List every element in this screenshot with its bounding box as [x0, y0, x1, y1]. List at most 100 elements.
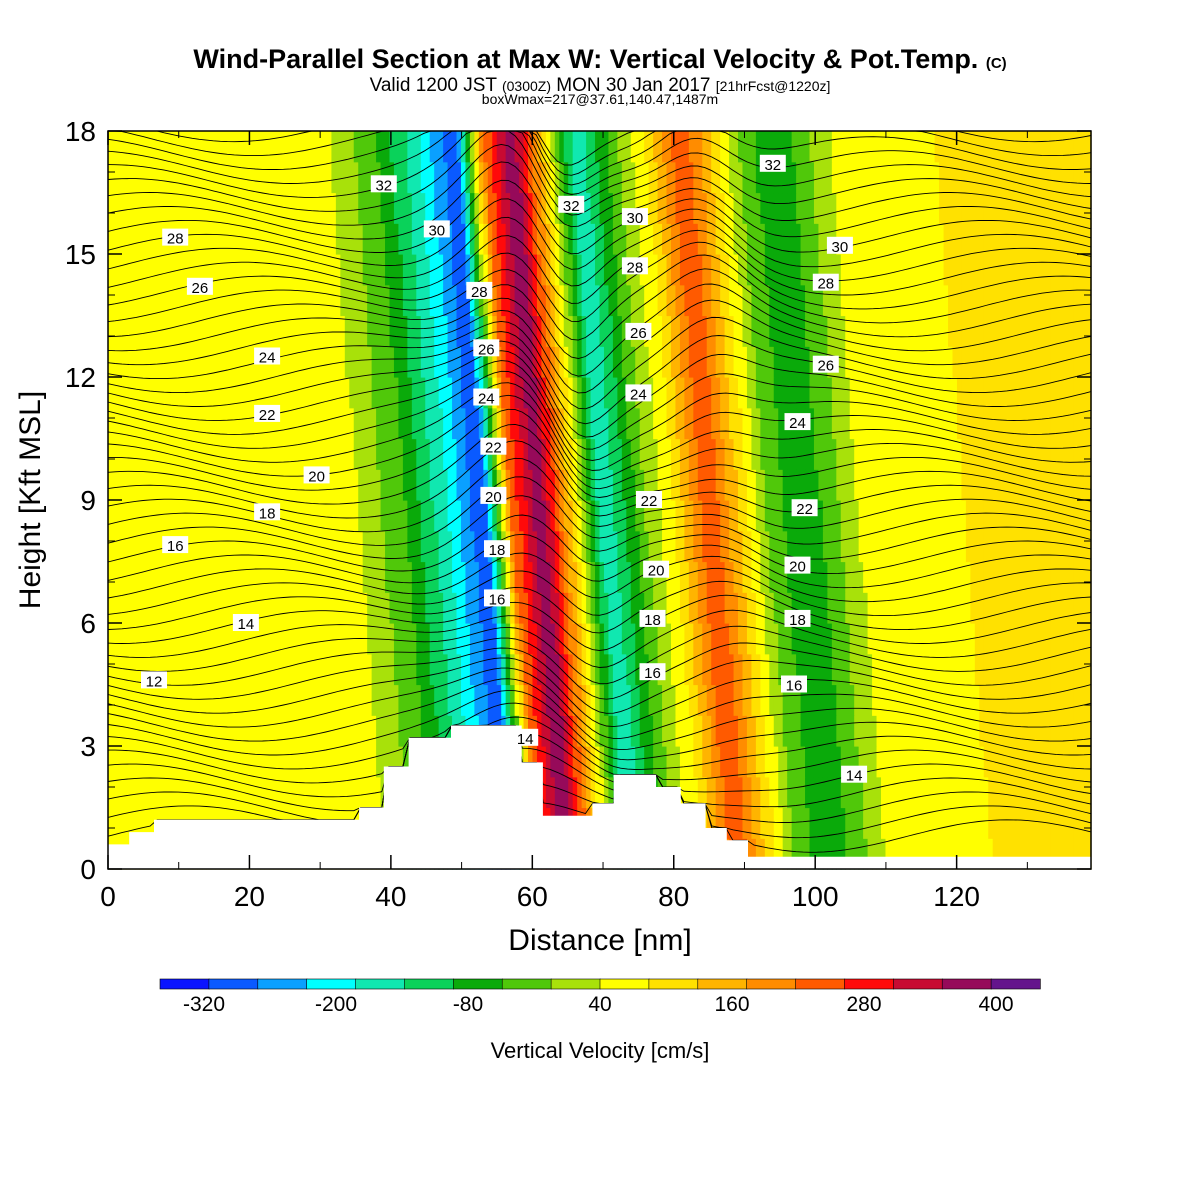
field-cell: [1055, 315, 1061, 347]
field-cell: [452, 315, 458, 347]
field-cell: [1015, 377, 1021, 409]
field-cell: [318, 377, 324, 409]
field-cell: [854, 315, 860, 347]
field-cell: [429, 346, 435, 378]
field-cell: [590, 407, 596, 440]
field-cell: [201, 623, 207, 655]
field-cell: [635, 284, 641, 317]
field-cell: [264, 623, 270, 655]
field-cell: [612, 254, 618, 286]
field-cell: [657, 377, 663, 409]
field-cell: [175, 469, 181, 501]
field-cell: [889, 192, 895, 224]
field-cell: [291, 746, 297, 778]
field-cell: [286, 592, 292, 624]
field-cell: [867, 223, 873, 255]
field-cell: [523, 438, 529, 470]
field-cell: [492, 407, 498, 440]
field-cell: [822, 807, 828, 839]
field-cell: [210, 715, 216, 747]
field-cell: [720, 746, 726, 778]
field-cell: [760, 315, 766, 347]
field-cell: [192, 377, 198, 409]
field-cell: [559, 684, 565, 716]
field-cell: [447, 284, 453, 317]
field-cell: [411, 192, 417, 224]
field-cell: [934, 254, 940, 286]
field-cell: [505, 377, 511, 409]
field-cell: [536, 223, 543, 255]
field-cell: [983, 807, 989, 839]
field-cell: [586, 284, 592, 317]
field-cell: [170, 346, 176, 378]
field-cell: [729, 746, 735, 778]
field-cell: [152, 623, 158, 655]
field-cell: [326, 377, 333, 409]
field-cell: [979, 315, 985, 347]
field-cell: [335, 407, 341, 440]
field-cell: [183, 684, 190, 716]
field-cell: [577, 284, 583, 317]
field-cell: [170, 746, 176, 778]
field-cell: [425, 161, 431, 194]
field-cell: [894, 746, 900, 778]
field-cell: [425, 653, 431, 686]
field-cell: [215, 623, 221, 655]
field-cell: [273, 684, 279, 716]
field-cell: [952, 653, 958, 686]
field-cell: [559, 284, 565, 317]
field-cell: [559, 469, 565, 501]
field-cell: [268, 469, 274, 501]
field-cell: [715, 807, 721, 839]
field-cell: [715, 653, 721, 686]
field-cell: [407, 469, 413, 501]
field-cell: [1001, 715, 1007, 747]
field-cell: [411, 500, 417, 532]
field-cell: [720, 592, 726, 624]
field-cell: [746, 377, 753, 409]
field-cell: [1001, 469, 1007, 501]
field-cell: [1010, 192, 1016, 224]
field-cell: [1028, 284, 1034, 317]
field-cell: [863, 469, 869, 501]
field-cell: [108, 715, 114, 747]
field-cell: [849, 838, 855, 870]
field-cell: [715, 530, 721, 563]
field-cell: [407, 407, 413, 440]
field-cell: [702, 592, 708, 624]
field-cell: [532, 746, 538, 778]
field-cell: [603, 623, 610, 655]
field-cell: [116, 653, 123, 686]
field-cell: [166, 284, 172, 317]
field-cell: [635, 715, 641, 747]
field-cell: [161, 623, 167, 655]
field-cell: [362, 438, 368, 470]
field-cell: [720, 377, 726, 409]
field-cell: [259, 254, 265, 286]
field-cell: [358, 715, 364, 747]
field-cell: [152, 592, 158, 624]
field-cell: [693, 715, 699, 747]
field-cell: [420, 653, 426, 686]
field-cell: [188, 500, 194, 532]
field-cell: [1019, 407, 1025, 440]
field-cell: [286, 653, 292, 686]
field-cell: [268, 592, 274, 624]
field-cell: [536, 407, 543, 440]
field-cell: [939, 838, 945, 870]
field-cell: [1073, 530, 1079, 563]
field-cell: [1046, 192, 1052, 224]
field-cell: [693, 377, 699, 409]
field-cell: [210, 407, 216, 440]
field-cell: [818, 746, 824, 778]
field-cell: [939, 746, 945, 778]
field-cell: [742, 469, 748, 501]
field-cell: [992, 746, 998, 778]
field-cell: [425, 407, 431, 440]
field-cell: [1006, 377, 1012, 409]
field-cell: [326, 284, 333, 317]
field-cell: [577, 776, 583, 809]
field-cell: [277, 623, 283, 655]
field-cell: [1059, 684, 1065, 716]
field-cell: [854, 192, 860, 224]
